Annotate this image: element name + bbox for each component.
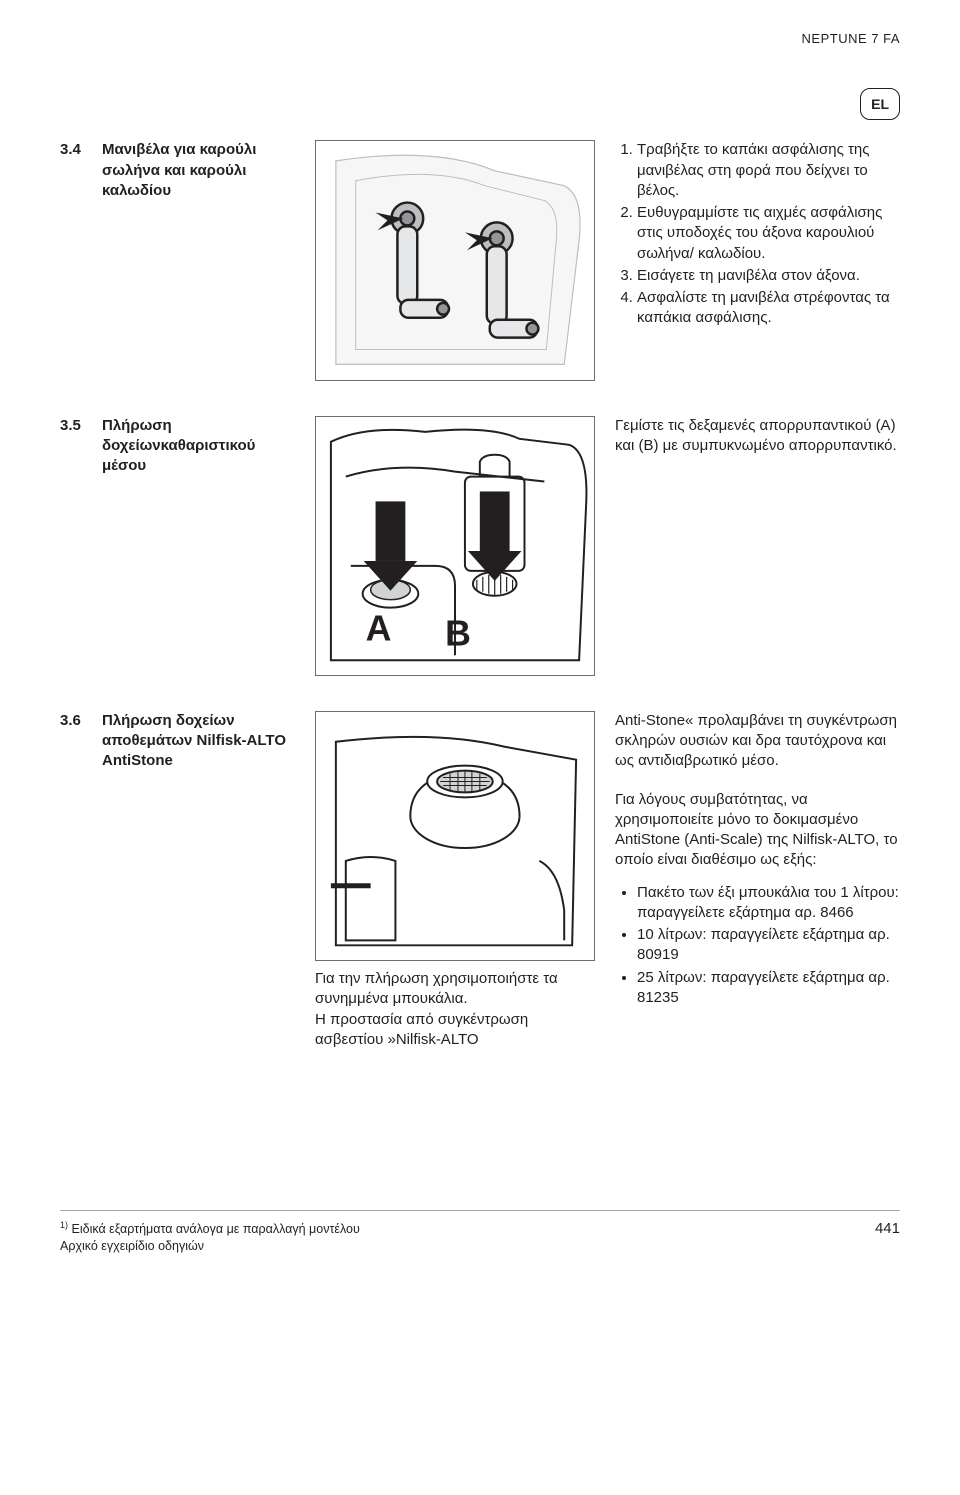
section-text: Anti-Stone« προλαμβάνει τη συγκέντρωση σ…: [615, 711, 900, 772]
section-number: 3.6: [60, 711, 102, 772]
step-item: Ασφαλίστε τη μανιβέλα στρέφοντας τα καπά…: [637, 288, 900, 329]
section-number: 3.5: [60, 416, 102, 477]
bullet-item: Πακέτο των έξι μπουκάλια του 1 λίτρου: π…: [637, 883, 900, 924]
section-title: Μανιβέλα για καρούλι σωλήνα και καρούλι …: [102, 140, 295, 201]
bullet-list: Πακέτο των έξι μπουκάλια του 1 λίτρου: π…: [615, 883, 900, 1009]
step-item: Τραβήξτε το καπάκι ασφάλισης της μανιβέλ…: [637, 140, 900, 201]
lang-badge: EL: [860, 88, 900, 121]
step-item: Εισάγετε τη μανιβέλα στον άξονα.: [637, 266, 900, 286]
bullet-item: 10 λίτρων: παραγγείλετε εξάρτημα αρ. 809…: [637, 925, 900, 966]
section-title: Πλήρωση δοχείωνκαθαριστικού μέσου: [102, 416, 295, 477]
svg-text:A: A: [366, 608, 392, 648]
section-3-5: 3.5 Πλήρωση δοχείωνκαθαριστικού μέσου: [60, 416, 900, 676]
section-number: 3.4: [60, 140, 102, 201]
figure-crank: [315, 140, 595, 380]
section-3-4: 3.4 Μανιβέλα για καρούλι σωλήνα και καρο…: [60, 140, 900, 380]
page-number: 441: [875, 1219, 900, 1255]
caption-line: Η προστασία από συγκέντρωση ασβεστίου »N…: [315, 1010, 595, 1051]
caption-line: Για την πλήρωση χρησιμοποιήστε τα συνημμ…: [315, 969, 595, 1010]
steps-list: Τραβήξτε το καπάκι ασφάλισης της μανιβέλ…: [615, 140, 900, 328]
footnote-line: Αρχικό εγχειρίδιο οδηγιών: [60, 1238, 360, 1255]
footnote-line: 1) Ειδικά εξαρτήματα ανάλογα με παραλλαγ…: [60, 1219, 360, 1238]
section-text: Γεμίστε τις δεξαμενές απορρυπαντικού (A)…: [615, 416, 900, 457]
footnote-sup: 1): [60, 1220, 68, 1230]
page-footer: 1) Ειδικά εξαρτήματα ανάλογα με παραλλαγ…: [60, 1210, 900, 1255]
section-text: Για λόγους συμβατότητας, να χρησιμοποιεί…: [615, 790, 900, 871]
figure-antistone: [315, 711, 595, 961]
section-3-6: 3.6 Πλήρωση δοχείων αποθεμάτων Nilfisk-A…: [60, 711, 900, 1050]
svg-text:B: B: [445, 613, 471, 653]
figure-tanks-ab: A B: [315, 416, 595, 676]
figure-caption: Για την πλήρωση χρησιμοποιήστε τα συνημμ…: [315, 969, 595, 1050]
step-item: Ευθυγραμμίστε τις αιχμές ασφάλισης στις …: [637, 203, 900, 264]
section-title: Πλήρωση δοχείων αποθεμάτων Nilfisk-ALTO …: [102, 711, 295, 772]
bullet-item: 25 λίτρων: παραγγείλετε εξάρτημα αρ. 812…: [637, 968, 900, 1009]
product-header: NEPTUNE 7 FA: [60, 30, 900, 48]
footnote-text: Ειδικά εξαρτήματα ανάλογα με παραλλαγή μ…: [72, 1222, 360, 1236]
